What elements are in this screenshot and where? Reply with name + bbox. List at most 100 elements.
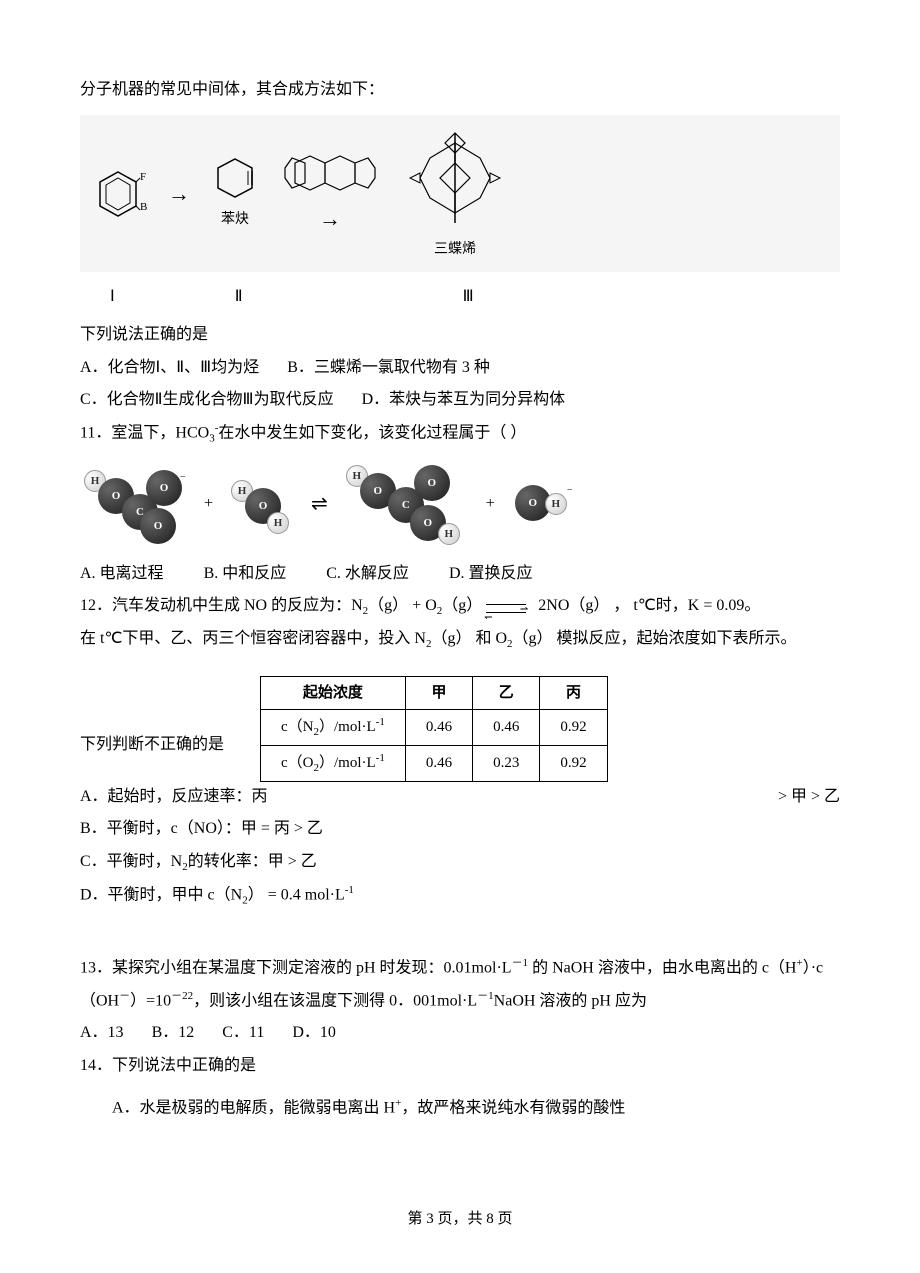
q12-opta: A．起始时，反应速率：丙 > 甲 > 乙 bbox=[80, 782, 840, 812]
label-1: Ⅰ bbox=[110, 282, 115, 312]
atom-o3: O bbox=[140, 508, 176, 544]
atom-oo2: O bbox=[414, 465, 450, 501]
th-yi: 乙 bbox=[473, 676, 540, 710]
label-2: Ⅱ bbox=[235, 282, 243, 312]
q12-opta-l: A．起始时，反应速率：丙 bbox=[80, 782, 268, 812]
atom-hh2: H bbox=[438, 523, 460, 545]
plus-icon-2: + bbox=[486, 489, 495, 519]
q11-optb: B. 中和反应 bbox=[204, 565, 287, 582]
q10-opta: A．化合物Ⅰ、Ⅱ、Ⅲ均为烃 bbox=[80, 359, 259, 376]
q14-opta-b: ，故严格来说纯水有微弱的酸性 bbox=[401, 1100, 625, 1117]
q13-optd: D．10 bbox=[292, 1024, 336, 1041]
q13-s2b: ）=10 bbox=[130, 992, 171, 1009]
hco3-cluster: H O C O O − bbox=[80, 464, 190, 544]
atom-h2: H bbox=[267, 512, 289, 534]
q10-row1: A．化合物Ⅰ、Ⅱ、Ⅲ均为烃 B．三蝶烯一氯取代物有 3 种 bbox=[80, 353, 840, 383]
q13-s2a: （OH bbox=[80, 992, 119, 1009]
q11-stem-b: 在水中发生如下变化，该变化过程属于（ ） bbox=[218, 424, 526, 441]
q14-opta: A．水是极弱的电解质，能微弱电离出 H+，故严格来说纯水有微弱的酸性 bbox=[80, 1093, 840, 1124]
q12-judge: 下列判断不正确的是 bbox=[80, 730, 224, 760]
q13-opta: A．13 bbox=[80, 1024, 124, 1041]
concentration-table: 起始浓度 甲 乙 丙 c（N2）/mol·L-1 0.46 0.46 0.92 … bbox=[260, 676, 608, 782]
q12-optd-b: ） = 0.4 mol·L bbox=[248, 886, 345, 903]
q13-s1c: ）·c bbox=[803, 959, 823, 976]
q13-sup4: －22 bbox=[171, 990, 193, 1002]
q12-optd-a: D．平衡时，甲中 c（N bbox=[80, 886, 242, 903]
cell: 0.92 bbox=[540, 745, 607, 781]
triptycene-label: 三蝶烯 bbox=[434, 237, 476, 264]
label-3: Ⅲ bbox=[463, 282, 474, 312]
q12-optc: C．平衡时，N2的转化率：甲 > 乙 bbox=[80, 847, 840, 878]
molecule-1: F Br bbox=[88, 164, 148, 224]
q12-stem1: 12．汽车发动机中生成 NO 的反应为：N2（g） + O2（g） ⇀ ↽ 2N… bbox=[80, 591, 840, 622]
q12-s1b: （g） + O bbox=[368, 597, 437, 614]
molecule-2: 苯炔 bbox=[210, 153, 260, 234]
reaction-diagram: F Br → 苯炔 → 三蝶烯 bbox=[80, 115, 840, 272]
q13-s1b: 的 NaOH 溶液中，由水电离出的 c（H bbox=[528, 959, 796, 976]
q13-optb: B．12 bbox=[152, 1024, 195, 1041]
q12-s1c: （g） bbox=[442, 597, 482, 614]
q11-stem-a: 11．室温下，HCO bbox=[80, 424, 209, 441]
q13-sup5: －1 bbox=[477, 990, 494, 1002]
q12-optc-a: C．平衡时，N bbox=[80, 853, 182, 870]
q12-optd-sup: -1 bbox=[345, 884, 354, 896]
q10-prompt: 下列说法正确的是 bbox=[80, 320, 840, 350]
q12-optb: B．平衡时，c（NO）：甲 = 丙 > 乙 bbox=[80, 814, 840, 844]
q13-stem2: （OH－）=10－22，则该小组在该温度下测得 0．001mol·L－1NaOH… bbox=[80, 986, 840, 1017]
q10-optc: C．化合物Ⅱ生成化合物Ⅲ为取代反应 bbox=[80, 391, 334, 408]
arrow-icon: → bbox=[168, 173, 190, 215]
anthracene-icon bbox=[280, 148, 380, 198]
cell: 0.46 bbox=[405, 745, 472, 781]
q13-sup1: －1 bbox=[512, 957, 529, 969]
q10-row2: C．化合物Ⅱ生成化合物Ⅲ为取代反应 D．苯炔与苯互为同分异构体 bbox=[80, 385, 840, 415]
q10-optd: D．苯炔与苯互为同分异构体 bbox=[362, 391, 566, 408]
equil-arrow-icon: ⇌ bbox=[311, 485, 328, 523]
q11-diagram: H O C O O − + H O H ⇌ H O C O O H + O H … bbox=[80, 459, 840, 549]
q11-sub: 3 bbox=[209, 432, 215, 444]
atom-o2: O bbox=[146, 470, 182, 506]
q13-stem1: 13．某探究小组在某温度下测定溶液的 pH 时发现：0.01mol·L－1 的 … bbox=[80, 953, 840, 984]
svg-text:F: F bbox=[140, 171, 146, 183]
reagent-arrow: → bbox=[280, 148, 380, 240]
atom-hoh: H bbox=[545, 493, 567, 515]
q13-s2c: ，则该小组在该温度下测得 0．001mol·L bbox=[193, 992, 477, 1009]
q12-table-block: 起始浓度 甲 乙 丙 c（N2）/mol·L-1 0.46 0.46 0.92 … bbox=[80, 676, 840, 782]
table-row: c（O2）/mol·L-1 0.46 0.23 0.92 bbox=[261, 745, 608, 781]
intro-text: 分子机器的常见中间体，其合成方法如下： bbox=[80, 75, 840, 105]
th-bing: 丙 bbox=[540, 676, 607, 710]
cell: 0.23 bbox=[473, 745, 540, 781]
table-row: c（N2）/mol·L-1 0.46 0.46 0.92 bbox=[261, 710, 608, 746]
h2co3-cluster: H O C O O H bbox=[342, 459, 472, 549]
benzyne-icon bbox=[210, 153, 260, 203]
oh-cluster: O H − bbox=[509, 479, 579, 529]
benzyne-label: 苯炔 bbox=[221, 207, 249, 234]
q12-s2b: （g） 和 O bbox=[431, 630, 507, 647]
triptycene-icon bbox=[400, 123, 510, 233]
cell-n2: c（N2）/mol·L-1 bbox=[261, 710, 406, 746]
page-footer: 第 3 页，共 8 页 bbox=[0, 1205, 920, 1234]
q10-optb: B．三蝶烯一氯取代物有 3 种 bbox=[287, 359, 490, 376]
q14-opta-a: A．水是极弱的电解质，能微弱电离出 H bbox=[112, 1100, 395, 1117]
q12-optc-b: 的转化率：甲 > 乙 bbox=[188, 853, 317, 870]
q13-optc: C．11 bbox=[222, 1024, 264, 1041]
q12-optd: D．平衡时，甲中 c（N2） = 0.4 mol·L-1 bbox=[80, 880, 840, 911]
q11-optc: C. 水解反应 bbox=[326, 565, 409, 582]
th-conc: 起始浓度 bbox=[261, 676, 406, 710]
q14-stem: 14．下列说法中正确的是 bbox=[80, 1051, 840, 1081]
molecule-3: 三蝶烯 bbox=[400, 123, 510, 264]
table-header-row: 起始浓度 甲 乙 丙 bbox=[261, 676, 608, 710]
q12-opta-r: > 甲 > 乙 bbox=[778, 782, 840, 812]
cell: 0.46 bbox=[473, 710, 540, 746]
svg-text:Br: Br bbox=[140, 201, 148, 213]
q13-s1a: 13．某探究小组在某温度下测定溶液的 pH 时发现：0.01mol·L bbox=[80, 959, 512, 976]
q12-stem2: 在 t℃下甲、乙、丙三个恒容密闭容器中，投入 N2（g） 和 O2（g） 模拟反… bbox=[80, 624, 840, 655]
q13-sup3: － bbox=[119, 990, 130, 1002]
cell-o2: c（O2）/mol·L-1 bbox=[261, 745, 406, 781]
q11-stem: 11．室温下，HCO3-在水中发生如下变化，该变化过程属于（ ） bbox=[80, 418, 840, 449]
roman-labels: Ⅰ Ⅱ Ⅲ bbox=[80, 282, 840, 312]
benzene-fbr-icon: F Br bbox=[88, 164, 148, 224]
q11-opta: A. 电离过程 bbox=[80, 565, 164, 582]
q12-s2a: 在 t℃下甲、乙、丙三个恒容密闭容器中，投入 N bbox=[80, 630, 426, 647]
cell: 0.92 bbox=[540, 710, 607, 746]
th-jia: 甲 bbox=[405, 676, 472, 710]
